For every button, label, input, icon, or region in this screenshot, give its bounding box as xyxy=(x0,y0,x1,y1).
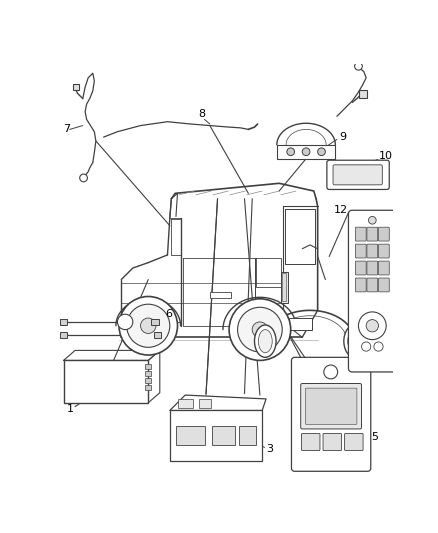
FancyBboxPatch shape xyxy=(367,244,378,258)
Circle shape xyxy=(117,314,133,329)
Text: 5: 5 xyxy=(371,432,378,442)
Circle shape xyxy=(361,342,371,351)
FancyBboxPatch shape xyxy=(323,433,342,450)
Bar xyxy=(73,84,79,90)
Bar xyxy=(210,292,231,298)
FancyBboxPatch shape xyxy=(367,278,378,292)
FancyBboxPatch shape xyxy=(355,244,366,258)
Circle shape xyxy=(80,174,88,182)
Bar xyxy=(176,426,205,445)
Ellipse shape xyxy=(348,329,361,353)
Bar xyxy=(60,332,67,338)
Text: 6: 6 xyxy=(165,309,172,319)
Bar xyxy=(277,145,336,159)
Circle shape xyxy=(287,148,294,156)
Bar xyxy=(359,90,367,98)
Circle shape xyxy=(141,318,156,334)
Bar xyxy=(199,399,211,408)
Text: 3: 3 xyxy=(266,444,273,454)
Bar xyxy=(170,410,262,461)
Bar xyxy=(282,273,286,301)
FancyBboxPatch shape xyxy=(301,433,320,450)
Bar xyxy=(282,272,288,303)
FancyBboxPatch shape xyxy=(305,388,357,424)
Circle shape xyxy=(374,342,383,351)
Circle shape xyxy=(366,320,378,332)
Bar xyxy=(145,364,151,369)
Ellipse shape xyxy=(254,325,276,357)
Circle shape xyxy=(324,365,338,379)
Circle shape xyxy=(318,148,325,156)
FancyBboxPatch shape xyxy=(378,227,389,241)
Bar xyxy=(151,319,159,325)
FancyBboxPatch shape xyxy=(349,210,396,372)
FancyBboxPatch shape xyxy=(355,261,366,275)
FancyBboxPatch shape xyxy=(367,261,378,275)
Bar xyxy=(177,399,193,408)
Text: 11: 11 xyxy=(364,332,378,342)
Bar xyxy=(145,385,151,390)
Bar xyxy=(155,332,161,338)
FancyBboxPatch shape xyxy=(378,261,389,275)
Text: 12: 12 xyxy=(334,205,349,215)
Bar xyxy=(289,318,312,330)
FancyBboxPatch shape xyxy=(291,357,371,471)
Circle shape xyxy=(127,304,170,348)
Bar xyxy=(64,360,148,403)
FancyBboxPatch shape xyxy=(327,160,389,189)
Circle shape xyxy=(355,62,362,70)
Ellipse shape xyxy=(344,325,365,357)
Circle shape xyxy=(237,308,282,352)
Text: 7: 7 xyxy=(64,124,71,134)
FancyBboxPatch shape xyxy=(355,227,366,241)
Circle shape xyxy=(368,216,376,224)
Circle shape xyxy=(302,148,310,156)
Circle shape xyxy=(252,322,268,337)
FancyBboxPatch shape xyxy=(345,433,363,450)
Circle shape xyxy=(229,299,291,360)
FancyBboxPatch shape xyxy=(355,278,366,292)
Text: 8: 8 xyxy=(198,109,205,119)
FancyBboxPatch shape xyxy=(378,278,389,292)
Text: 9: 9 xyxy=(339,132,346,142)
Text: 10: 10 xyxy=(379,151,393,161)
Bar xyxy=(60,319,67,325)
Bar xyxy=(145,371,151,376)
FancyBboxPatch shape xyxy=(378,244,389,258)
FancyBboxPatch shape xyxy=(367,227,378,241)
Bar xyxy=(239,426,256,445)
FancyBboxPatch shape xyxy=(301,384,361,429)
Ellipse shape xyxy=(258,329,272,353)
FancyBboxPatch shape xyxy=(333,165,382,185)
Bar xyxy=(212,426,235,445)
Circle shape xyxy=(119,296,177,355)
Circle shape xyxy=(358,312,386,340)
Text: 1: 1 xyxy=(67,404,74,414)
Bar xyxy=(145,378,151,383)
